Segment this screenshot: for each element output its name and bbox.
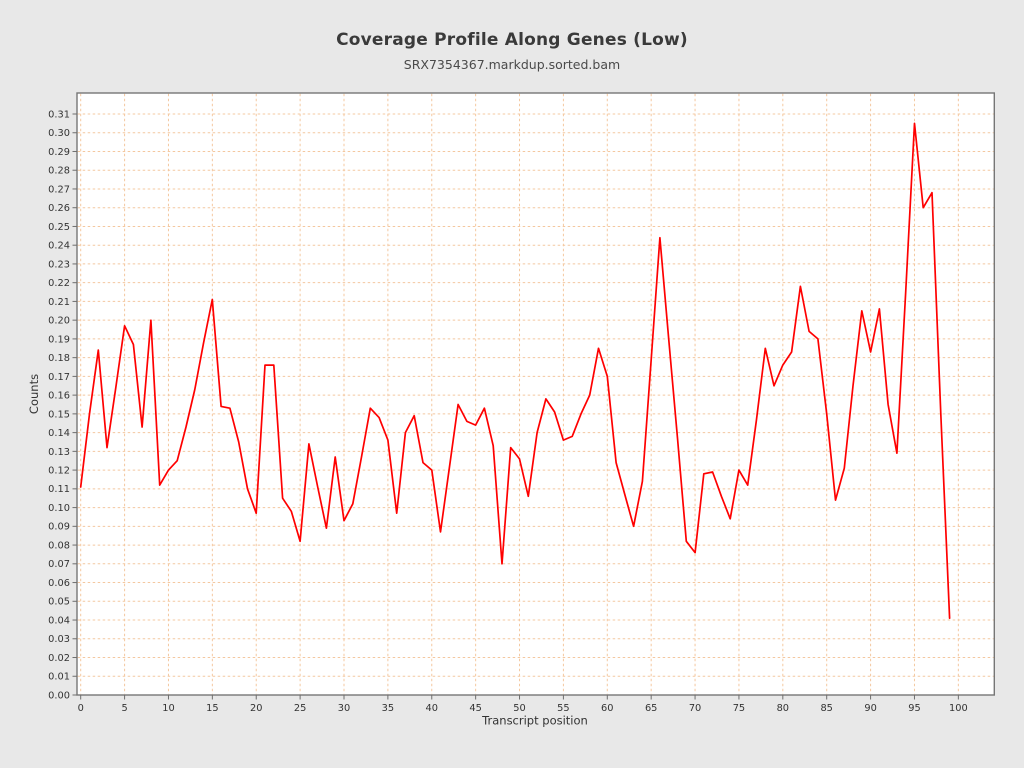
y-tick-label: 0.29 [48,147,70,158]
x-tick-label: 0 [78,703,84,714]
x-tick-label: 15 [206,703,218,714]
chart-header: Coverage Profile Along Genes (Low) SRX73… [0,30,1024,72]
y-tick-label: 0.07 [48,559,70,570]
y-tick-label: 0.11 [48,484,70,495]
y-tick-label: 0.14 [48,428,70,439]
axis-tick-labels: 0 5 10 15 20 25 30 35 40 45 50 55 60 65 70 75 80 85 90 95 10… [48,109,968,714]
plot-border [76,92,995,696]
y-tick-label: 0.18 [48,353,70,364]
y-tick-label: 0.20 [48,316,70,327]
series [79,122,951,620]
y-tick-label: 0.02 [48,653,70,664]
y-tick-label: 0.04 [48,615,70,626]
y-tick-label: 0.03 [48,634,70,645]
x-tick-label: 65 [645,703,657,714]
y-tick-label: 0.31 [48,109,70,120]
y-tick-label: 0.05 [48,597,70,608]
y-tick-label: 0.10 [48,503,70,514]
x-tick-label: 90 [864,703,876,714]
x-tick-label: 30 [338,703,350,714]
y-tick-label: 0.26 [48,203,70,214]
axis-ticks [72,113,959,700]
y-tick-label: 0.01 [48,672,70,683]
y-tick-label: 0.00 [48,690,70,701]
x-tick-label: 70 [689,703,701,714]
y-tick-label: 0.12 [48,465,70,476]
y-tick-label: 0.21 [48,297,70,308]
x-axis-title: Transcript position [481,714,588,728]
y-tick-label: 0.23 [48,259,70,270]
x-tick-label: 75 [733,703,745,714]
y-tick-label: 0.13 [48,447,70,458]
y-tick-label: 0.15 [48,409,70,420]
y-axis-title: Counts [27,374,41,414]
plot-frame [76,92,995,696]
x-tick-label: 10 [162,703,174,714]
grid [77,93,994,695]
y-tick-label: 0.28 [48,166,70,177]
x-tick-label: 80 [777,703,789,714]
y-tick-label: 0.27 [48,184,70,195]
x-tick-label: 95 [908,703,920,714]
chart-subtitle: SRX7354367.markdup.sorted.bam [403,57,621,72]
x-tick-label: 100 [949,703,968,714]
y-tick-label: 0.06 [48,578,70,589]
chart-title: Coverage Profile Along Genes (Low) [336,30,688,50]
x-tick-label: 60 [601,703,613,714]
y-tick-label: 0.09 [48,522,70,533]
x-tick-label: 5 [121,703,127,714]
y-tick-label: 0.19 [48,334,70,345]
x-tick-label: 45 [469,703,481,714]
y-tick-label: 0.17 [48,372,70,383]
x-tick-label: 40 [426,703,438,714]
y-tick-label: 0.16 [48,391,70,402]
x-tick-label: 35 [382,703,394,714]
plot-area [77,93,995,695]
x-tick-label: 20 [250,703,262,714]
y-tick-label: 0.30 [48,128,70,139]
x-tick-label: 50 [513,703,525,714]
y-tick-label: 0.08 [48,540,70,551]
y-tick-label: 0.24 [48,241,70,252]
y-tick-label: 0.25 [48,222,70,233]
x-tick-label: 55 [557,703,569,714]
plot-background [77,93,995,695]
coverage-series-line [79,122,951,620]
x-tick-label: 85 [820,703,832,714]
x-tick-label: 25 [294,703,306,714]
y-tick-label: 0.22 [48,278,70,289]
